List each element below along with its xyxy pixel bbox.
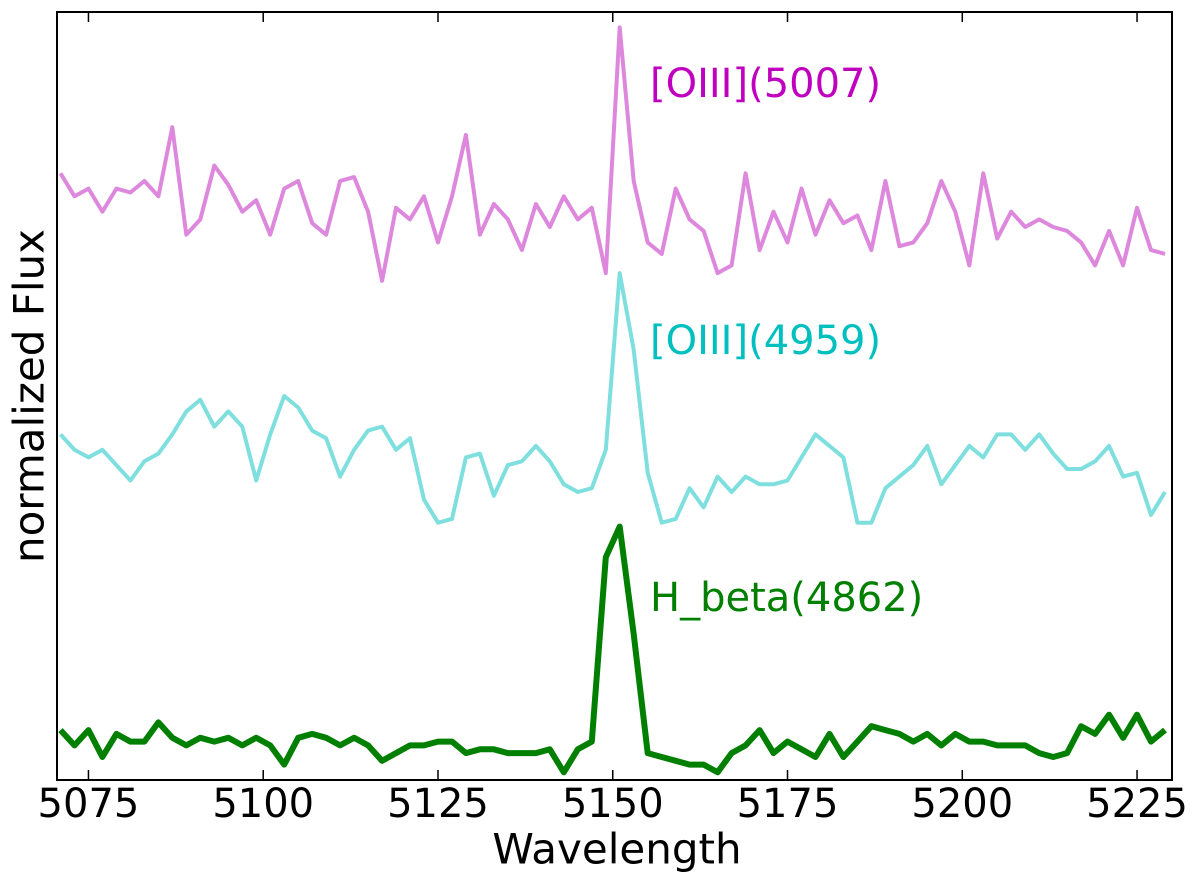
x-axis-label: Wavelength bbox=[492, 825, 741, 874]
line-annotation: H_beta(4862) bbox=[650, 575, 923, 621]
spectrum-line bbox=[59, 271, 1167, 525]
x-tick-label: 5125 bbox=[387, 781, 489, 827]
spectrum-line bbox=[58, 523, 1167, 776]
x-tick-label: 5075 bbox=[38, 781, 140, 827]
line-annotation: [OIII](5007) bbox=[650, 61, 881, 107]
x-tick-label: 5225 bbox=[1086, 781, 1188, 827]
plot-frame bbox=[56, 11, 1173, 781]
x-tick-label: 5100 bbox=[212, 781, 314, 827]
spectrum-line bbox=[58, 25, 1166, 283]
x-tick-label: 5200 bbox=[911, 781, 1013, 827]
x-tick-label: 5150 bbox=[562, 781, 664, 827]
y-axis-label: normalized Flux bbox=[5, 229, 54, 563]
line-annotation: [OIII](4959) bbox=[650, 318, 881, 364]
x-tick-label: 5175 bbox=[737, 781, 839, 827]
